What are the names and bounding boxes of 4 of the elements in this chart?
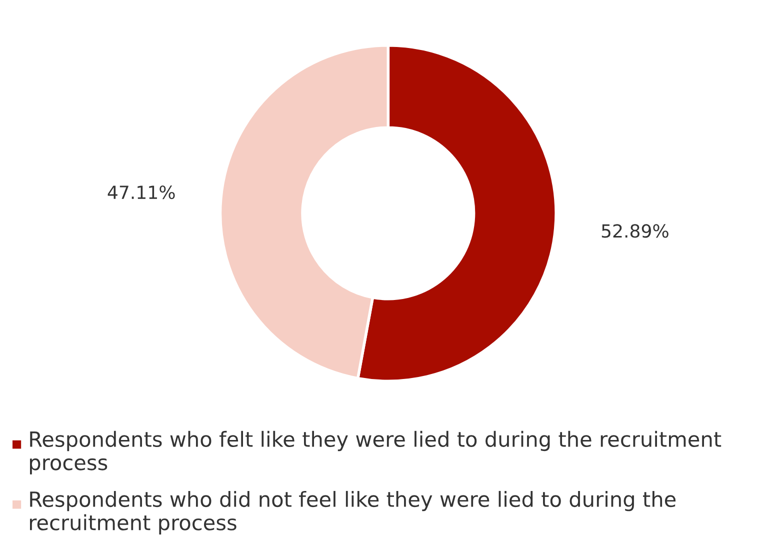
data-label: 52.89% [602,224,668,238]
legend-label: Respondents who felt like they were lied to during the recruitment process [30,430,722,474]
data-label: 47.11% [108,185,175,200]
legend-label: Respondents who did not feel like they were lied to during the recruitment process [30,490,676,534]
